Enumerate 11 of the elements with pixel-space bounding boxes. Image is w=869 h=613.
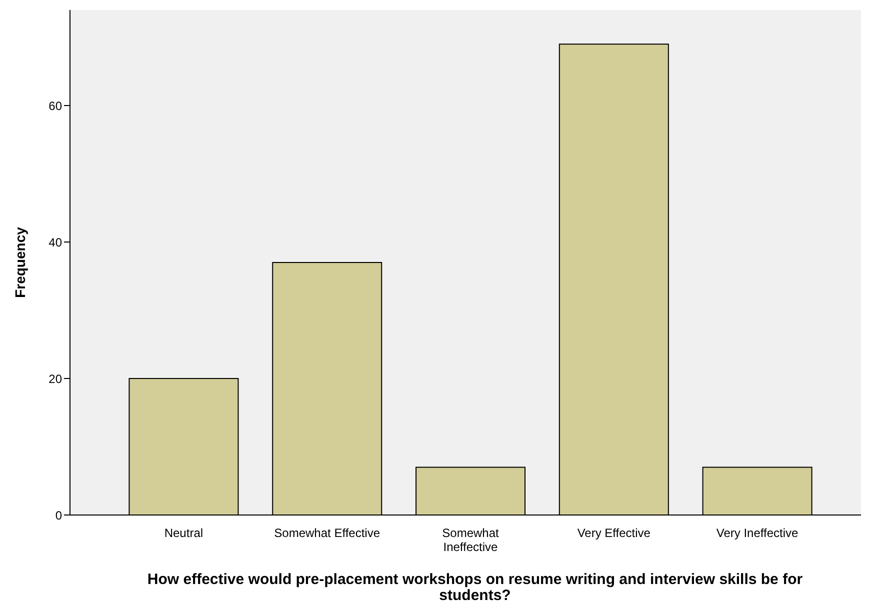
- y-tick-label: 0: [55, 508, 62, 522]
- x-axis-title: How effective would pre-placement workshops on resume writing and interview skills be for students?: [146, 571, 804, 604]
- y-tick-label: 20: [48, 372, 62, 386]
- x-tick-label: Somewhat Ineffective: [442, 526, 500, 554]
- x-tick-label: Very Ineffective: [716, 526, 799, 540]
- x-tick-label: Neutral: [164, 526, 204, 540]
- y-axis-title: Frequency: [12, 226, 28, 298]
- x-tick-label: Somewhat Effective: [274, 526, 380, 540]
- y-tick-label: 40: [48, 235, 62, 250]
- x-tick-label: Very Effective: [577, 526, 651, 540]
- y-tick-label: 60: [48, 98, 62, 113]
